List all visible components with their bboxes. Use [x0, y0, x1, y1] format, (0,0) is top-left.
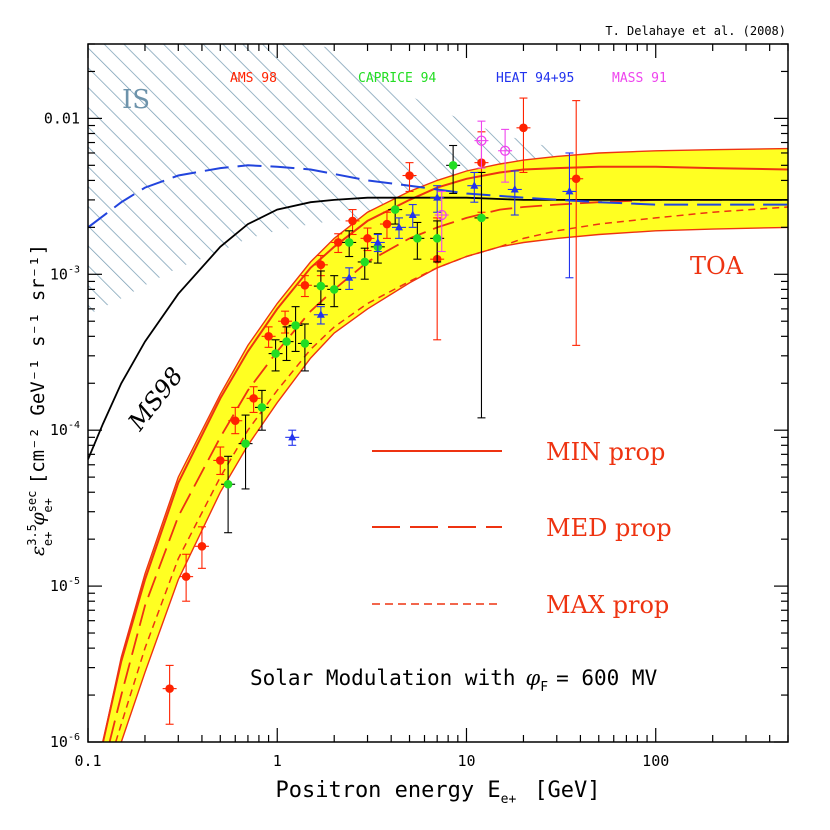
x-tick-label: 10: [457, 752, 475, 770]
data-point: [390, 205, 400, 214]
series-caprice-94: [221, 144, 489, 534]
plot-frame: [87, 43, 789, 743]
data-point: [300, 339, 310, 348]
x-tick-label: 0.1: [74, 752, 101, 770]
is-hatch-area: [88, 44, 557, 315]
y-axis-label: ε3.5 e+φsec e+[cm⁻² GeV⁻¹ s⁻¹ sr⁻¹]: [25, 244, 55, 556]
data-point: [436, 209, 447, 221]
data-point: [333, 238, 343, 247]
data-point: [470, 181, 479, 189]
data-point: [215, 456, 225, 465]
y-tick-label: 10-4: [50, 420, 80, 439]
data-point: [316, 260, 326, 270]
data-point: [316, 310, 325, 318]
data-point: [448, 161, 458, 170]
series-mass-91: [434, 120, 513, 253]
series-heat-94-95: [285, 152, 577, 446]
solar-modulation-text: Solar Modulation with φF = 600 MV: [250, 666, 658, 695]
ms98-curve: [88, 196, 788, 460]
data-point: [197, 541, 207, 551]
data-point: [316, 281, 326, 291]
data-point: [519, 123, 528, 133]
y-tick-label: 10-3: [50, 264, 80, 283]
is-curve: [88, 164, 788, 229]
data-point: [360, 257, 370, 267]
data-point: [432, 234, 442, 243]
data-point: [280, 316, 290, 326]
x-axis-label: Positron energy Ee+ [GeV]: [275, 778, 600, 807]
max-prop-curve: [114, 206, 788, 742]
data-point: [571, 174, 581, 184]
y-tick-label: 0.01: [44, 109, 80, 127]
band-upper-edge: [102, 147, 788, 742]
data-point: [405, 171, 414, 180]
data-point: [230, 416, 240, 426]
data-point: [288, 432, 297, 441]
credit-text: T. Delahaye et al. (2008): [605, 24, 786, 38]
data-point: [433, 193, 442, 201]
data-point: [413, 234, 422, 243]
data-point: [329, 285, 339, 294]
data-point: [344, 238, 354, 247]
data-point: [382, 219, 392, 229]
data-point: [181, 572, 191, 581]
legend-heat9495: HEAT 94+95: [496, 71, 574, 86]
legend-ams98: AMS 98: [230, 71, 277, 86]
data-point: [264, 332, 273, 341]
data-point: [363, 234, 372, 243]
toa-annotation: TOA: [690, 252, 744, 280]
y-tick-label: 10-6: [50, 732, 80, 751]
min-prop-curve: [102, 165, 788, 742]
propagation-band: [102, 147, 788, 742]
data-point: [249, 394, 258, 403]
data-point: [271, 349, 280, 358]
data-point: [165, 684, 174, 693]
data-point: [408, 210, 417, 219]
data-point: [257, 403, 267, 412]
axis-ticks: 0.1 1 10 100 10-6 10-5 10-4 10-3 0.01: [44, 43, 789, 770]
legend-caprice94: CAPRICE 94: [358, 71, 436, 86]
legend-mass91: MASS 91: [612, 71, 667, 86]
band-lower-edge: [120, 226, 788, 742]
band-fill: [103, 148, 788, 742]
data-point: [300, 280, 310, 290]
data-points: [162, 97, 584, 725]
legend-med-label: MED prop: [546, 514, 672, 542]
ms98-annotation: MS98: [122, 362, 189, 436]
data-point: [499, 145, 511, 156]
model-curves: [88, 164, 788, 742]
data-point: [510, 184, 519, 193]
legend-min-label: MIN prop: [546, 438, 665, 466]
data-point: [345, 273, 354, 281]
x-tick-label: 1: [273, 752, 282, 770]
legend-max-label: MAX prop: [546, 591, 669, 619]
data-point: [291, 321, 300, 330]
is-annotation: IS: [122, 85, 150, 115]
data-point: [395, 222, 404, 231]
data-point: [373, 237, 382, 246]
x-tick-label: 100: [642, 752, 669, 770]
data-point: [565, 186, 574, 195]
data-point: [348, 216, 357, 226]
data-point: [476, 135, 487, 146]
is-hatch-region: [88, 44, 557, 315]
data-point: [241, 439, 250, 448]
data-point: [477, 213, 486, 223]
med-prop-curve: [108, 199, 788, 742]
data-point: [223, 479, 233, 489]
data-point: [282, 337, 291, 346]
y-tick-label: 10-5: [50, 576, 80, 595]
